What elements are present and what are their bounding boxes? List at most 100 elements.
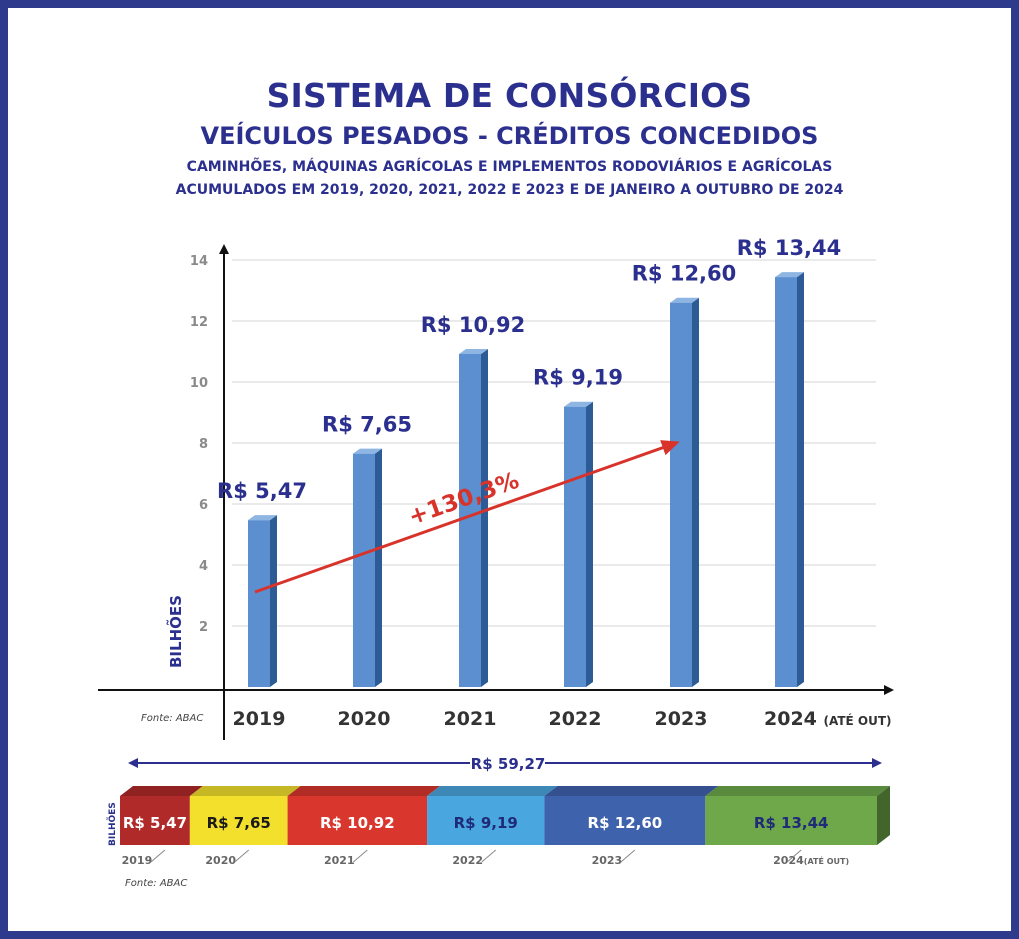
strip-segment-label: R$ 7,65 [207, 814, 271, 832]
value-label: R$ 7,65 [322, 413, 412, 437]
bar-front [564, 406, 586, 687]
strip-segment-2024: R$ 13,44 [705, 786, 890, 845]
chart-description-1: CAMINHÕES, MÁQUINAS AGRÍCOLAS E IMPLEMEN… [186, 159, 833, 175]
y-tick-label: 12 [190, 315, 208, 330]
y-tick-label: 10 [190, 376, 208, 391]
y-tick-label: 4 [199, 559, 208, 574]
bar-side [375, 448, 382, 687]
strip-year-leader [620, 849, 636, 863]
strip-segment-label: R$ 13,44 [754, 814, 829, 832]
bar-top [353, 448, 382, 454]
strip-segment-top [287, 786, 441, 796]
strip-segment-top [544, 786, 719, 796]
stacked-strip: R$ 5,47 R$ 7,65 R$ 10,92 R$ 9,19 R$ 12,60 R$ … [120, 786, 890, 845]
bar-top [564, 401, 593, 407]
x-tick-label: 2019 [233, 708, 286, 730]
strip-year-leader [150, 849, 166, 863]
strip-year-label: 2019 [122, 854, 153, 867]
x-tick-label: 2024 (ATÉ OUT) [764, 708, 892, 730]
strip-segment-label: R$ 5,47 [123, 814, 187, 832]
chart-title: SISTEMA DE CONSÓRCIOS [266, 76, 753, 115]
strip-year-leader [352, 849, 368, 863]
strip-segment-label: R$ 10,92 [320, 814, 395, 832]
value-label: R$ 5,47 [217, 479, 307, 503]
strip-segment-face [120, 796, 190, 845]
bar-front [670, 302, 692, 687]
x-axis-labels: 2019 2020 2021 2022 2023 2024 (ATÉ OUT) [233, 708, 892, 730]
bar-2020 [353, 448, 382, 687]
y-tick-label: 8 [199, 437, 208, 452]
total-label: R$ 59,27 [471, 755, 546, 773]
bar-2022 [564, 401, 593, 687]
bar-top [670, 297, 699, 303]
bar-front [353, 453, 375, 687]
bar-side [481, 348, 488, 687]
strip-segment-face [287, 796, 428, 845]
strip-year-leader [786, 849, 802, 863]
bar-top [248, 515, 277, 521]
strip-segment-face [427, 796, 545, 845]
strip-segment-2021: R$ 10,92 [287, 786, 441, 845]
strip-segment-label: R$ 12,60 [588, 814, 663, 832]
bar-2019 [248, 515, 277, 687]
grid-lines [232, 259, 876, 627]
strip-segment-top [705, 786, 890, 796]
x-tick-label: 2023 [655, 708, 708, 730]
strip-segment-top [427, 786, 558, 796]
strip-segment-2020: R$ 7,65 [189, 786, 301, 845]
y-axis-ticks: 2 4 6 8 10 12 14 [190, 254, 208, 635]
x-tick-label: 2020 [338, 708, 391, 730]
bar-front [248, 520, 270, 687]
x-tick-label: 2022 [549, 708, 602, 730]
strip-year-label: 2024(ATÉ OUT) [773, 854, 849, 867]
strip-year-labels: 2019 2020 2021 2022 2023 2024(ATÉ OUT) [122, 849, 849, 867]
y-tick-label: 14 [190, 254, 208, 269]
strip-year-label: 2022 [452, 854, 483, 867]
strip-year-label: 2023 [592, 854, 623, 867]
chart-frame: SISTEMA DE CONSÓRCIOS VEÍCULOS PESADOS -… [8, 8, 1011, 931]
bar-top [775, 272, 804, 278]
y-tick-label: 6 [199, 498, 208, 513]
bar-side [797, 272, 804, 687]
bar-2024 [775, 272, 804, 687]
bar-side [692, 297, 699, 687]
chart-description-2: ACUMULADOS EM 2019, 2020, 2021, 2022 E 2… [175, 182, 844, 198]
x-tick-suffix: (ATÉ OUT) [824, 713, 892, 728]
bar-2021 [459, 348, 488, 687]
value-labels: R$ 5,47 R$ 7,65 R$ 10,92 R$ 9,19 R$ 12,60R$ … [217, 236, 841, 503]
strip-segment-top [120, 786, 203, 796]
strip-segment-face [544, 796, 706, 845]
strip-year-suffix: (ATÉ OUT) [804, 855, 849, 866]
strip-segment-2023: R$ 12,60 [544, 786, 719, 845]
strip-year-label: 2020 [205, 854, 236, 867]
source-note-bottom: Fonte: ABAC [125, 878, 187, 889]
bar-side [270, 515, 277, 687]
strip-side [877, 786, 890, 845]
bars [248, 272, 804, 687]
value-label: R$ 13,44 [737, 236, 842, 260]
bar-2023 [670, 297, 699, 687]
bar-side [586, 401, 593, 687]
strip-segment-label: R$ 9,19 [454, 814, 518, 832]
y-axis-label: BILHÕES [166, 595, 185, 668]
strip-year-leader [481, 849, 497, 863]
value-label: R$ 9,19 [533, 366, 623, 390]
strip-axis-label: BILHÕES [106, 802, 118, 846]
value-label: R$ 12,60 [632, 262, 737, 286]
x-tick-label: 2021 [444, 708, 497, 730]
strip-segment-face [705, 796, 877, 845]
strip-segment-2019: R$ 5,47 [120, 786, 203, 845]
source-note-top: Fonte: ABAC [141, 713, 203, 724]
trend-arrow [254, 440, 680, 594]
value-label: R$ 10,92 [421, 313, 526, 337]
bar-top [459, 348, 488, 354]
y-tick-label: 2 [199, 620, 208, 635]
strip-segment-face [189, 796, 288, 845]
bar-front [775, 277, 797, 687]
strip-segment-top [189, 786, 301, 796]
chart-subtitle: VEÍCULOS PESADOS - CRÉDITOS CONCEDIDOS [200, 122, 819, 150]
strip-year-label: 2021 [324, 854, 355, 867]
strip-year-leader [234, 849, 250, 863]
strip-segment-2022: R$ 9,19 [427, 786, 558, 845]
